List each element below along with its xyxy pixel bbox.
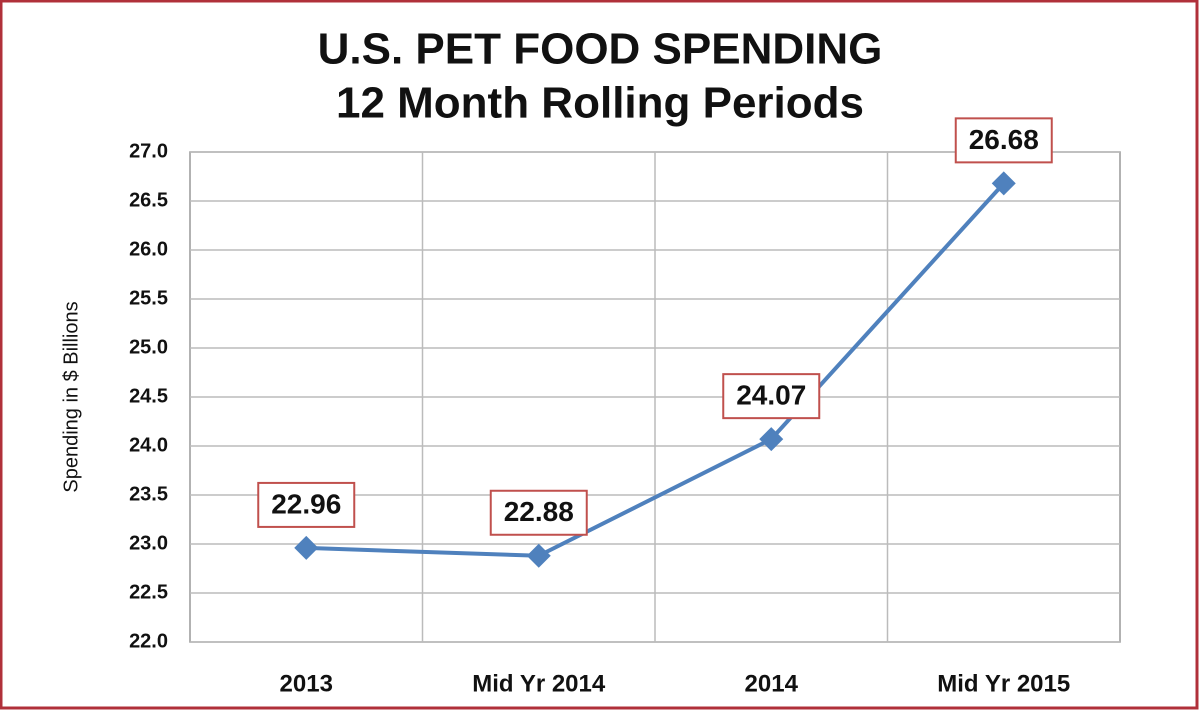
y-tick-label: 23.5 <box>129 483 168 505</box>
chart-title: U.S. PET FOOD SPENDING <box>318 25 883 74</box>
data-label-box <box>954 117 1053 164</box>
data-label: 26.68 <box>969 124 1039 155</box>
y-tick-label: 22.5 <box>129 581 168 603</box>
data-label-box <box>257 481 356 528</box>
y-tick-label: 26.5 <box>129 189 168 211</box>
data-label: 22.88 <box>504 496 574 527</box>
x-tick-label: 2013 <box>280 670 333 697</box>
x-tick-label: Mid Yr 2015 <box>937 670 1070 697</box>
data-label-box <box>489 489 588 536</box>
y-tick-label: 25.5 <box>129 287 168 309</box>
y-tick-label: 24.0 <box>129 434 168 456</box>
data-line <box>306 182 1006 558</box>
y-tick-label: 24.5 <box>129 385 168 407</box>
x-tick-label: 2014 <box>745 670 799 697</box>
y-tick-label: 25.0 <box>129 336 168 358</box>
data-label: 24.07 <box>736 380 806 411</box>
y-tick-label: 23.0 <box>129 532 168 554</box>
y-tick-label: 27.0 <box>129 140 168 162</box>
data-point <box>294 535 319 560</box>
data-label: 22.96 <box>271 488 341 519</box>
y-axis-label: Spending in $ Billions <box>60 301 82 492</box>
chart-subtitle: 12 Month Rolling Periods <box>336 79 864 128</box>
y-tick-label: 26.0 <box>129 238 168 260</box>
y-tick-label: 22.0 <box>129 630 168 652</box>
data-point <box>526 543 551 568</box>
x-tick-label: Mid Yr 2014 <box>472 670 606 697</box>
data-point <box>991 171 1016 196</box>
data-label-box <box>722 373 821 420</box>
data-point <box>759 427 784 452</box>
